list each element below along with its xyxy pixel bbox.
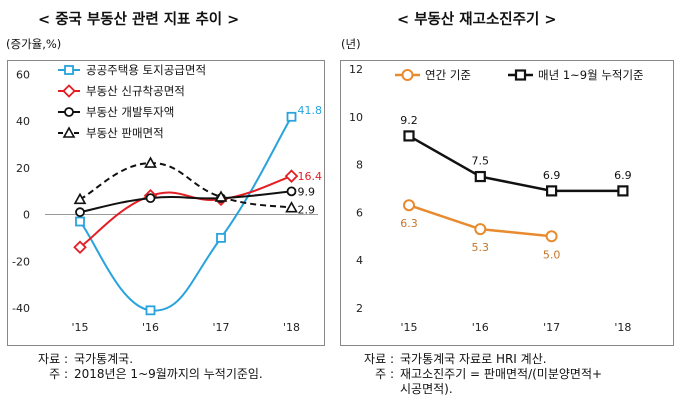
series-line xyxy=(79,162,292,209)
left-chart-frame xyxy=(7,60,325,346)
series-line xyxy=(408,134,623,193)
data-point xyxy=(545,185,558,197)
right-chart-unit: (년) xyxy=(341,37,361,51)
data-point xyxy=(73,240,87,254)
legend-marker xyxy=(514,69,527,81)
data-point xyxy=(474,170,486,183)
x-tick-label: '18 xyxy=(283,321,300,334)
left-chart-unit: (증가율,%) xyxy=(6,37,62,51)
left-note-remark: 주 : 2018년은 1~9월까지의 누적기준임. xyxy=(10,367,263,382)
data-label: 9.2 xyxy=(400,114,418,127)
y-tick-label: 12 xyxy=(349,63,363,76)
right-chart-frame xyxy=(340,60,674,346)
data-label: 2.9 xyxy=(298,204,316,217)
left-chart-title: < 중국 부동산 관련 지표 추이 > xyxy=(38,12,240,28)
data-point xyxy=(474,223,487,236)
x-tick-label: '15 xyxy=(400,321,417,334)
legend-label: 부동산 판매면적 xyxy=(86,126,164,140)
data-point xyxy=(285,201,298,213)
right-notes: 자료 : 국가통계국 자료로 HRI 계산. 주 : 재고소진주기 = 판매면적… xyxy=(344,352,602,397)
right-note-source: 자료 : 국가통계국 자료로 HRI 계산. xyxy=(344,352,602,367)
data-point xyxy=(73,192,87,205)
data-point xyxy=(75,207,85,218)
right-chart-svg: 12 10 8 6 4 2 '15 '16 '17 '18 6.3 5.3 5.0 9.2 7.5 6.9 6.… xyxy=(349,63,644,334)
data-point xyxy=(403,130,415,142)
data-label: 6.9 xyxy=(614,169,632,182)
right-chart-title: < 부동산 재고소진주기 > xyxy=(397,12,557,28)
data-point xyxy=(403,199,415,212)
data-point xyxy=(145,305,156,316)
note-key: 주 : xyxy=(375,367,394,381)
legend-marker xyxy=(62,126,76,138)
y-tick-label: -40 xyxy=(12,302,30,315)
legend-marker xyxy=(401,69,414,81)
series-line xyxy=(79,116,293,312)
data-point xyxy=(216,232,226,243)
legend-label: 부동산 개발투자액 xyxy=(86,105,174,119)
note-key: 주 : xyxy=(49,367,68,381)
right-note-remark: 주 : 재고소진주기 = 판매면적/(미분양면적+ xyxy=(344,367,602,382)
data-label: 16.4 xyxy=(298,170,323,183)
note-value: 2018년은 1~9월까지의 누적기준임. xyxy=(74,367,263,381)
note-value: 재고소진주기 = 판매면적/(미분양면적+ xyxy=(400,367,603,381)
note-key: 자료 : xyxy=(364,352,394,366)
x-tick-label: '16 xyxy=(472,321,489,334)
x-tick-label: '16 xyxy=(142,321,159,334)
data-point xyxy=(144,156,157,168)
y-tick-label: 2 xyxy=(356,302,363,315)
legend-label: 부동산 신규착공면적 xyxy=(86,84,185,98)
series-line xyxy=(79,175,292,249)
data-point xyxy=(214,190,228,202)
legend-marker xyxy=(62,84,76,98)
y-tick-label: 0 xyxy=(23,209,30,222)
y-tick-label: 4 xyxy=(356,254,363,267)
data-point xyxy=(75,216,85,227)
left-note-source: 자료 : 국가통계국. xyxy=(10,352,263,367)
data-point xyxy=(545,230,558,243)
note-value: 국가통계국 자료로 HRI 계산. xyxy=(400,352,547,366)
note-key xyxy=(344,382,400,397)
data-label: 5.3 xyxy=(472,241,490,254)
left-chart-svg: 60 40 20 0 -20 -40 '15 '16 '17 '18 41.8 16.4 9.9 2.9 공… xyxy=(12,63,323,334)
y-tick-label: 6 xyxy=(356,206,363,219)
legend-marker xyxy=(64,65,74,75)
note-value: 국가통계국. xyxy=(74,352,134,366)
left-notes: 자료 : 국가통계국. 주 : 2018년은 1~9월까지의 누적기준임. xyxy=(10,352,263,382)
data-label: 41.8 xyxy=(298,104,323,117)
data-label: 5.0 xyxy=(543,248,561,261)
y-tick-label: 10 xyxy=(349,111,363,124)
data-label: 6.9 xyxy=(543,169,561,182)
y-tick-label: 40 xyxy=(16,115,30,128)
data-label: 9.9 xyxy=(298,185,316,198)
data-point xyxy=(284,169,299,183)
data-point xyxy=(286,186,297,197)
data-point xyxy=(286,111,297,122)
legend-label: 매년 1~9월 누적기준 xyxy=(538,68,644,82)
note-value: 시공면적). xyxy=(400,382,453,396)
x-tick-label: '17 xyxy=(543,321,560,334)
x-tick-label: '17 xyxy=(212,321,229,334)
y-tick-label: 60 xyxy=(16,68,30,81)
right-note-remark-cont: 시공면적). xyxy=(344,382,602,397)
y-tick-label: 8 xyxy=(356,159,363,172)
x-tick-label: '15 xyxy=(71,321,88,334)
series-line xyxy=(79,190,292,214)
data-label: 7.5 xyxy=(472,155,490,168)
legend-marker xyxy=(64,107,74,117)
data-label: 6.3 xyxy=(400,217,418,230)
data-point xyxy=(145,193,156,204)
x-tick-label: '18 xyxy=(614,321,631,334)
data-point xyxy=(617,185,629,197)
y-tick-label: -20 xyxy=(12,255,30,268)
y-tick-label: 20 xyxy=(16,162,30,175)
legend-label: 공공주택용 토지공급면적 xyxy=(86,63,206,77)
note-key: 자료 : xyxy=(38,352,68,366)
legend-label: 연간 기준 xyxy=(425,68,471,82)
